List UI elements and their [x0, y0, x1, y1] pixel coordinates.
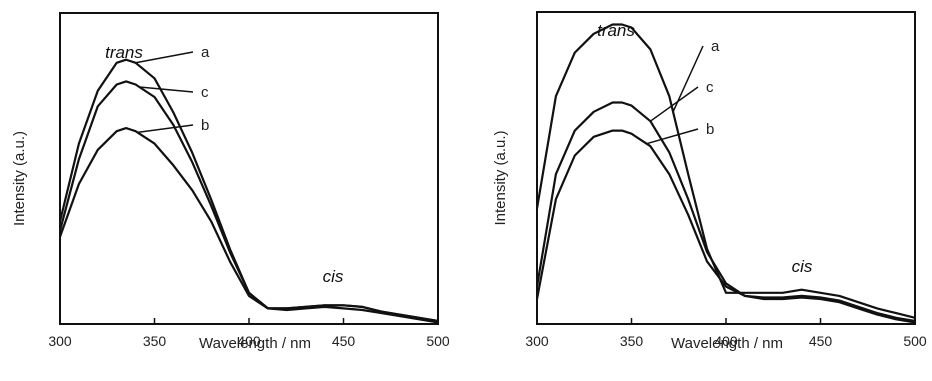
series-label-a: a: [201, 44, 210, 61]
series-label-a: a: [711, 38, 720, 55]
x-axis-label: Wavelength / nm: [671, 335, 783, 352]
series-label-c: c: [201, 84, 209, 101]
series-line-c: [58, 80, 439, 322]
annotation-cis: cis: [323, 267, 344, 286]
plot-frame: [536, 11, 916, 325]
series-leader-b: [137, 124, 194, 134]
series-line-b: [58, 127, 439, 324]
annotation-trans: trans: [597, 21, 635, 40]
left-chart-panel: 300 350 400 450 500 Wavelength / nm Intensity …: [11, 12, 450, 352]
series-label-c: c: [706, 79, 714, 96]
series-line-a: [535, 23, 916, 319]
y-axis-label: Intensity (a.u.): [492, 130, 509, 225]
x-tick-label: 350: [143, 333, 167, 349]
x-tick-label: 300: [525, 333, 549, 349]
series-leader-b: [646, 128, 699, 145]
x-tick-label: 450: [809, 333, 833, 349]
series-leader-c: [139, 86, 194, 93]
annotation-cis: cis: [792, 257, 813, 276]
series-line-b: [535, 129, 916, 324]
annotation-trans: trans: [105, 43, 143, 62]
series-label-b: b: [706, 121, 714, 138]
x-tick-label: 500: [426, 333, 450, 349]
y-axis-label: Intensity (a.u.): [11, 131, 28, 226]
x-tick-label: 300: [48, 333, 72, 349]
x-tick-label: 500: [903, 333, 927, 349]
series-line-a: [58, 58, 439, 322]
x-tick-label: 400: [237, 333, 261, 349]
series-label-b: b: [201, 117, 209, 134]
right-chart-panel: 300 350 400 450 500 Wavelength / nm Intensity …: [492, 11, 927, 352]
x-tick-label: 450: [332, 333, 356, 349]
series-leader-a: [135, 51, 194, 64]
x-axis-label: Wavelength / nm: [199, 335, 311, 352]
series-line-c: [535, 101, 916, 322]
x-tick-label: 400: [714, 333, 738, 349]
x-tick-label: 350: [620, 333, 644, 349]
series-leader-c: [649, 86, 699, 122]
